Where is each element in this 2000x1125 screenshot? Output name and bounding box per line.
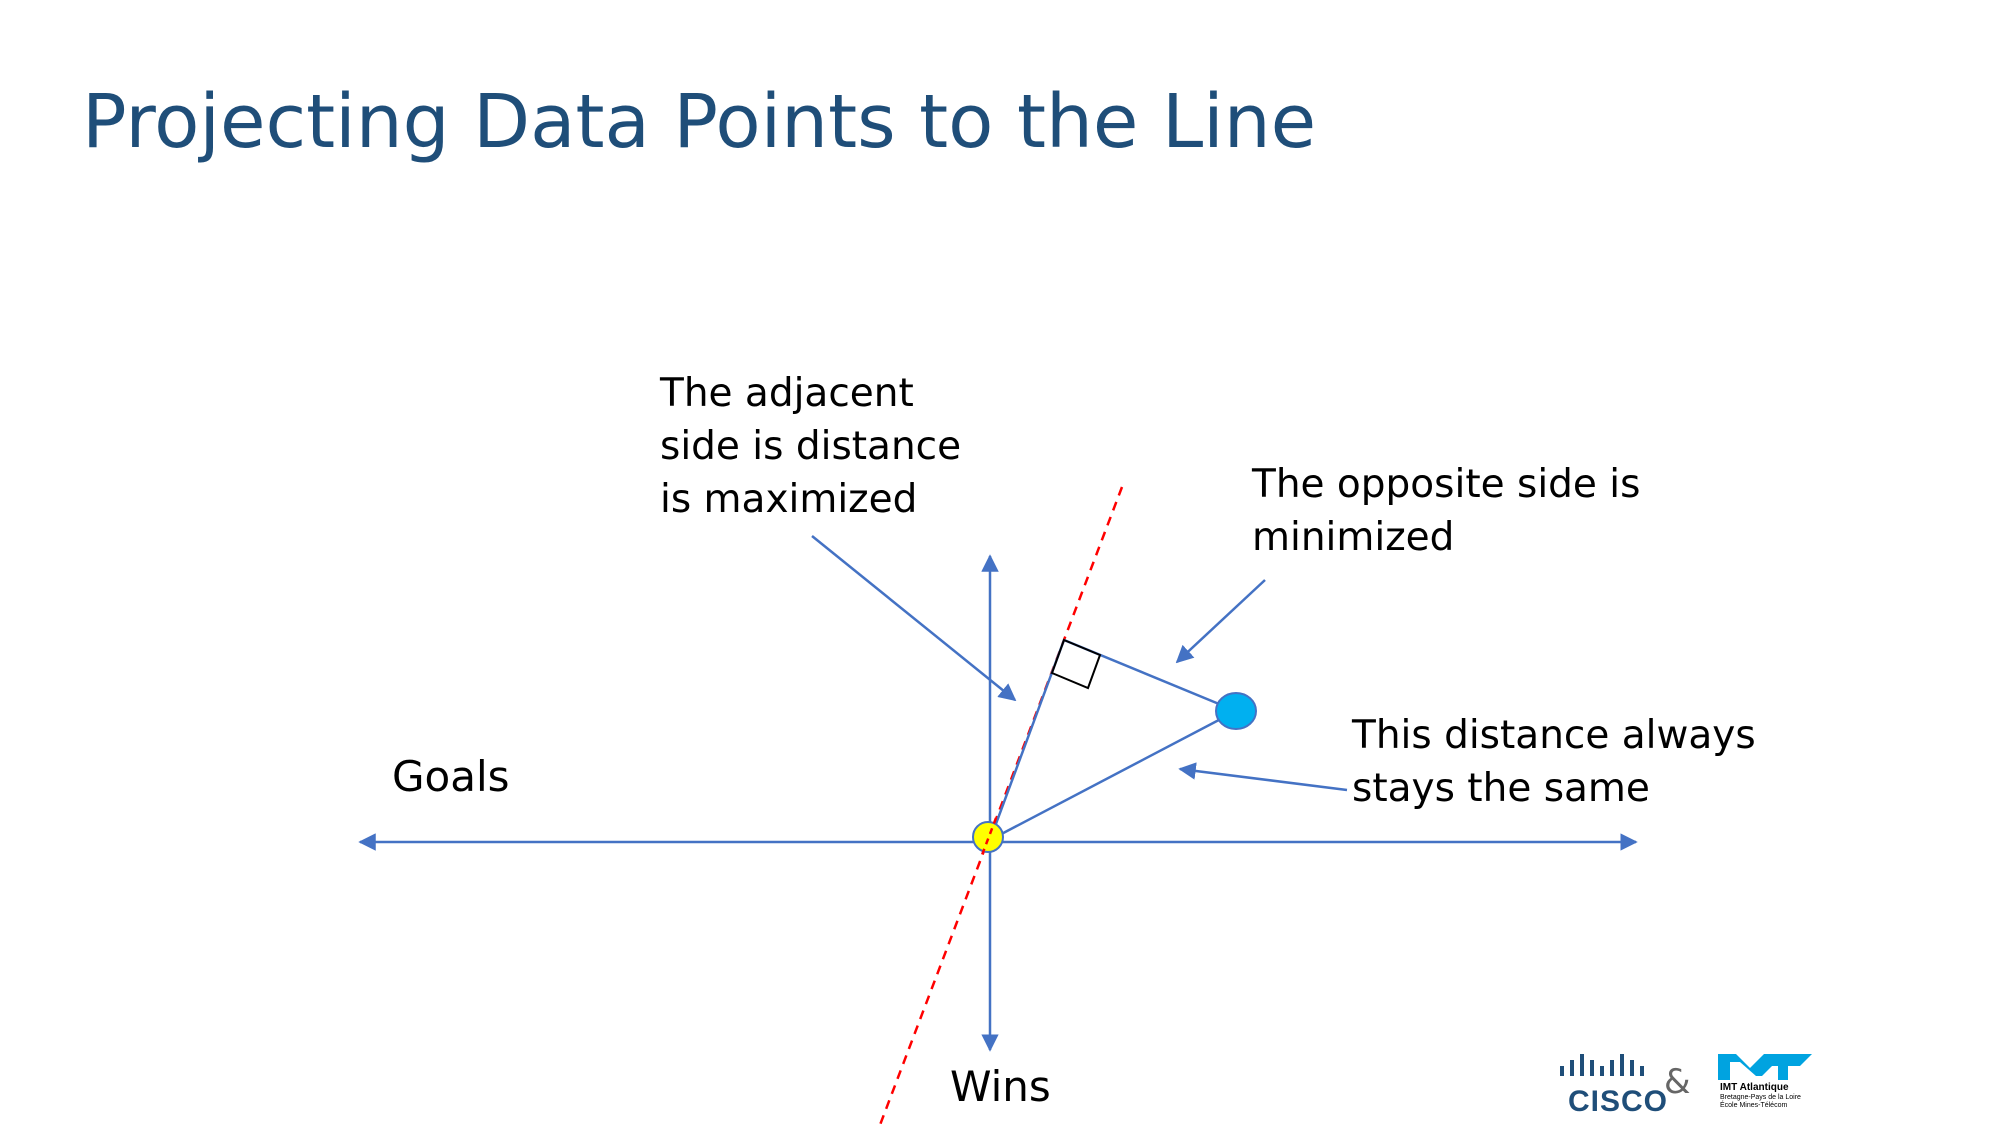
opposite-annotation: The opposite side is minimized — [1252, 462, 1641, 560]
cisco-bars-icon — [1560, 1054, 1644, 1076]
adjacent-annotation: The adjacent side is distance is maximiz… — [660, 371, 962, 522]
adjacent-annotation-arrow — [811, 535, 1017, 702]
goals-axis-label: Goals — [392, 752, 510, 801]
distance-annotation-arrow — [1178, 762, 1348, 792]
logo-ampersand: & — [1664, 1062, 1691, 1102]
origin-point — [972, 821, 1004, 853]
imt-logo-subtitle: Bretagne-Pays de la Loire École Mines-Té… — [1720, 1094, 1801, 1109]
imt-logo-name: IMT Atlantique — [1720, 1082, 1789, 1093]
right-angle-marker — [1050, 638, 1102, 690]
hypotenuse — [989, 709, 1237, 842]
projection-line — [878, 486, 1124, 1125]
slide-title: Projecting Data Points to the Line — [82, 79, 1317, 165]
distance-annotation: This distance always stays the same — [1352, 713, 1756, 811]
cisco-logo-text: CISCO — [1568, 1085, 1669, 1118]
data-point — [1215, 692, 1257, 730]
opposite-annotation-arrow — [1175, 579, 1266, 664]
wins-axis-label: Wins — [950, 1062, 1051, 1111]
imt-logo-icon — [1718, 1054, 1812, 1080]
